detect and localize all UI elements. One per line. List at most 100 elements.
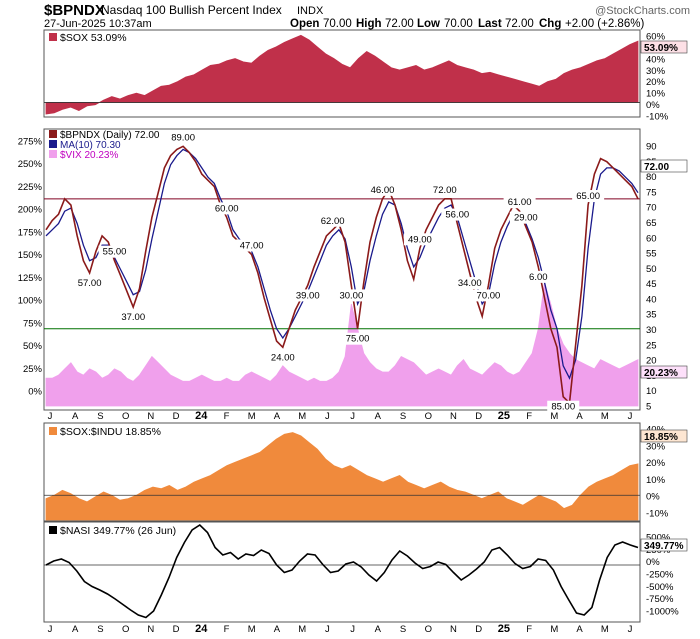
legend-swatch	[49, 526, 57, 534]
open-label: Open	[290, 18, 319, 30]
annotation-bg	[316, 214, 349, 227]
sox-legend: $SOX 53.09%	[60, 32, 127, 44]
nasi-line	[45, 523, 639, 619]
nasi-panel-frame	[43, 521, 641, 623]
annotation-label: 47.00	[240, 240, 264, 251]
last-value-label: 349.77%	[644, 541, 684, 552]
x-tick-label: O	[122, 411, 129, 422]
last-value-box	[640, 538, 688, 552]
legend-swatch	[49, 427, 57, 435]
y-tick-label-left: 125%	[18, 273, 43, 284]
y-tick-label: 10%	[646, 89, 666, 100]
y-tick-label: 40%	[646, 54, 666, 65]
x-tick-label: A	[375, 624, 382, 635]
last-label: Last	[478, 18, 502, 30]
y-tick-label: 50	[646, 264, 657, 275]
x-tick-label: J	[350, 411, 355, 422]
annotation-bg	[428, 183, 461, 196]
y-tick-label: 0%	[646, 100, 660, 111]
last-value-label: 53.09%	[644, 43, 678, 54]
y-tick-label: 20%	[646, 458, 666, 469]
annotation-label: 49.00	[408, 234, 432, 245]
annotation-label: 75.00	[346, 334, 370, 345]
y-tick-label: 60	[646, 233, 657, 244]
x-tick-label: J	[325, 411, 330, 422]
y-tick-label-left: 100%	[18, 296, 43, 307]
y-tick-label-left: 275%	[18, 137, 43, 148]
low-label: Low	[417, 18, 440, 30]
y-tick-label: -750%	[646, 594, 674, 605]
y-tick-label: -500%	[646, 582, 674, 593]
x-tick-label: A	[274, 624, 281, 635]
y-tick-label: 90	[646, 142, 657, 153]
y-tick-label: 55	[646, 249, 657, 260]
annotation-label: 34.00	[458, 278, 482, 289]
annotation-label: 30.00	[339, 290, 363, 301]
sox-panel: $SOX 53.09%60%50%40%30%20%10%0%-10%53.09…	[44, 32, 688, 123]
annotation-bg	[167, 131, 200, 144]
annotation-bg	[453, 277, 486, 290]
x-tick-label: O	[425, 624, 432, 635]
x-tick-label: J	[48, 411, 53, 422]
x-axis-labels: J A S O N D 24 F M A M J J A S O N D 25 F M A M J J A S O N D 24 F M A M J J…	[48, 410, 633, 635]
last-value-box	[640, 159, 688, 173]
annotation-label: 29.00	[514, 213, 538, 224]
annotation-bg	[525, 270, 552, 283]
y-tick-label-left: 75%	[23, 318, 43, 329]
x-tick-label: J	[628, 624, 633, 635]
y-tick-label: 30%	[646, 441, 666, 452]
last-value-label: 20.23%	[644, 368, 678, 379]
annotation-bg	[266, 351, 299, 364]
y-tick-label: 30%	[646, 66, 666, 77]
x-tick-label: F	[224, 411, 230, 422]
bpndx-legend-item: $VIX 20.23%	[60, 150, 118, 161]
annotation-bg	[403, 233, 436, 246]
legend-swatch	[49, 150, 57, 158]
annotation-bg	[291, 289, 324, 302]
x-tick-label: S	[400, 411, 406, 422]
annotation-bg	[572, 190, 605, 203]
x-tick-label: F	[224, 624, 230, 635]
x-tick-label: N	[147, 411, 154, 422]
x-tick-label: A	[274, 411, 281, 422]
y-tick-label: 30	[646, 325, 657, 336]
annotation-label: 6.00	[529, 272, 548, 283]
x-tick-label: A	[576, 411, 583, 422]
y-tick-label: -250%	[646, 570, 674, 581]
symbol-title: $BPNDX	[44, 2, 105, 19]
annotation-label: 37.00	[121, 312, 145, 323]
last-value-box	[640, 40, 688, 54]
y-tick-label: 10%	[646, 475, 666, 486]
x-tick-label: F	[526, 411, 532, 422]
y-tick-label: 0%	[646, 557, 660, 568]
y-tick-label-left: 250%	[18, 159, 43, 170]
legend-swatch	[49, 33, 57, 41]
y-tick-label: 65	[646, 218, 657, 229]
y-tick-label: 80	[646, 172, 657, 183]
x-tick-label: J	[325, 624, 330, 635]
annotation-bg	[73, 277, 106, 290]
legend-swatch	[49, 140, 57, 148]
y-tick-label-left: 25%	[23, 364, 43, 375]
x-tick-label: M	[550, 624, 558, 635]
x-tick-label: O	[425, 411, 432, 422]
x-tick-label: A	[576, 624, 583, 635]
vix-area	[45, 282, 639, 407]
y-tick-label: 35	[646, 310, 657, 321]
y-tick-label: 500%	[646, 533, 671, 544]
x-tick-label: D	[475, 411, 482, 422]
annotation-bg	[335, 289, 368, 302]
y-tick-label: 40	[646, 294, 657, 305]
x-tick-label: N	[450, 624, 457, 635]
annotation-label: 70.00	[477, 290, 501, 301]
high-value: 72.00	[385, 18, 414, 30]
annotation-label: 46.00	[371, 185, 395, 196]
nasi-panel: $NASI 349.77% (26 Jun)500%250%0%-250%-50…	[44, 523, 688, 619]
annotation-bg	[509, 211, 542, 224]
annotation-bg	[117, 311, 150, 324]
annotation-label: 39.00	[296, 290, 320, 301]
x-tick-label: J	[48, 624, 53, 635]
x-tick-label: O	[122, 624, 129, 635]
annotation-bg	[341, 332, 374, 345]
